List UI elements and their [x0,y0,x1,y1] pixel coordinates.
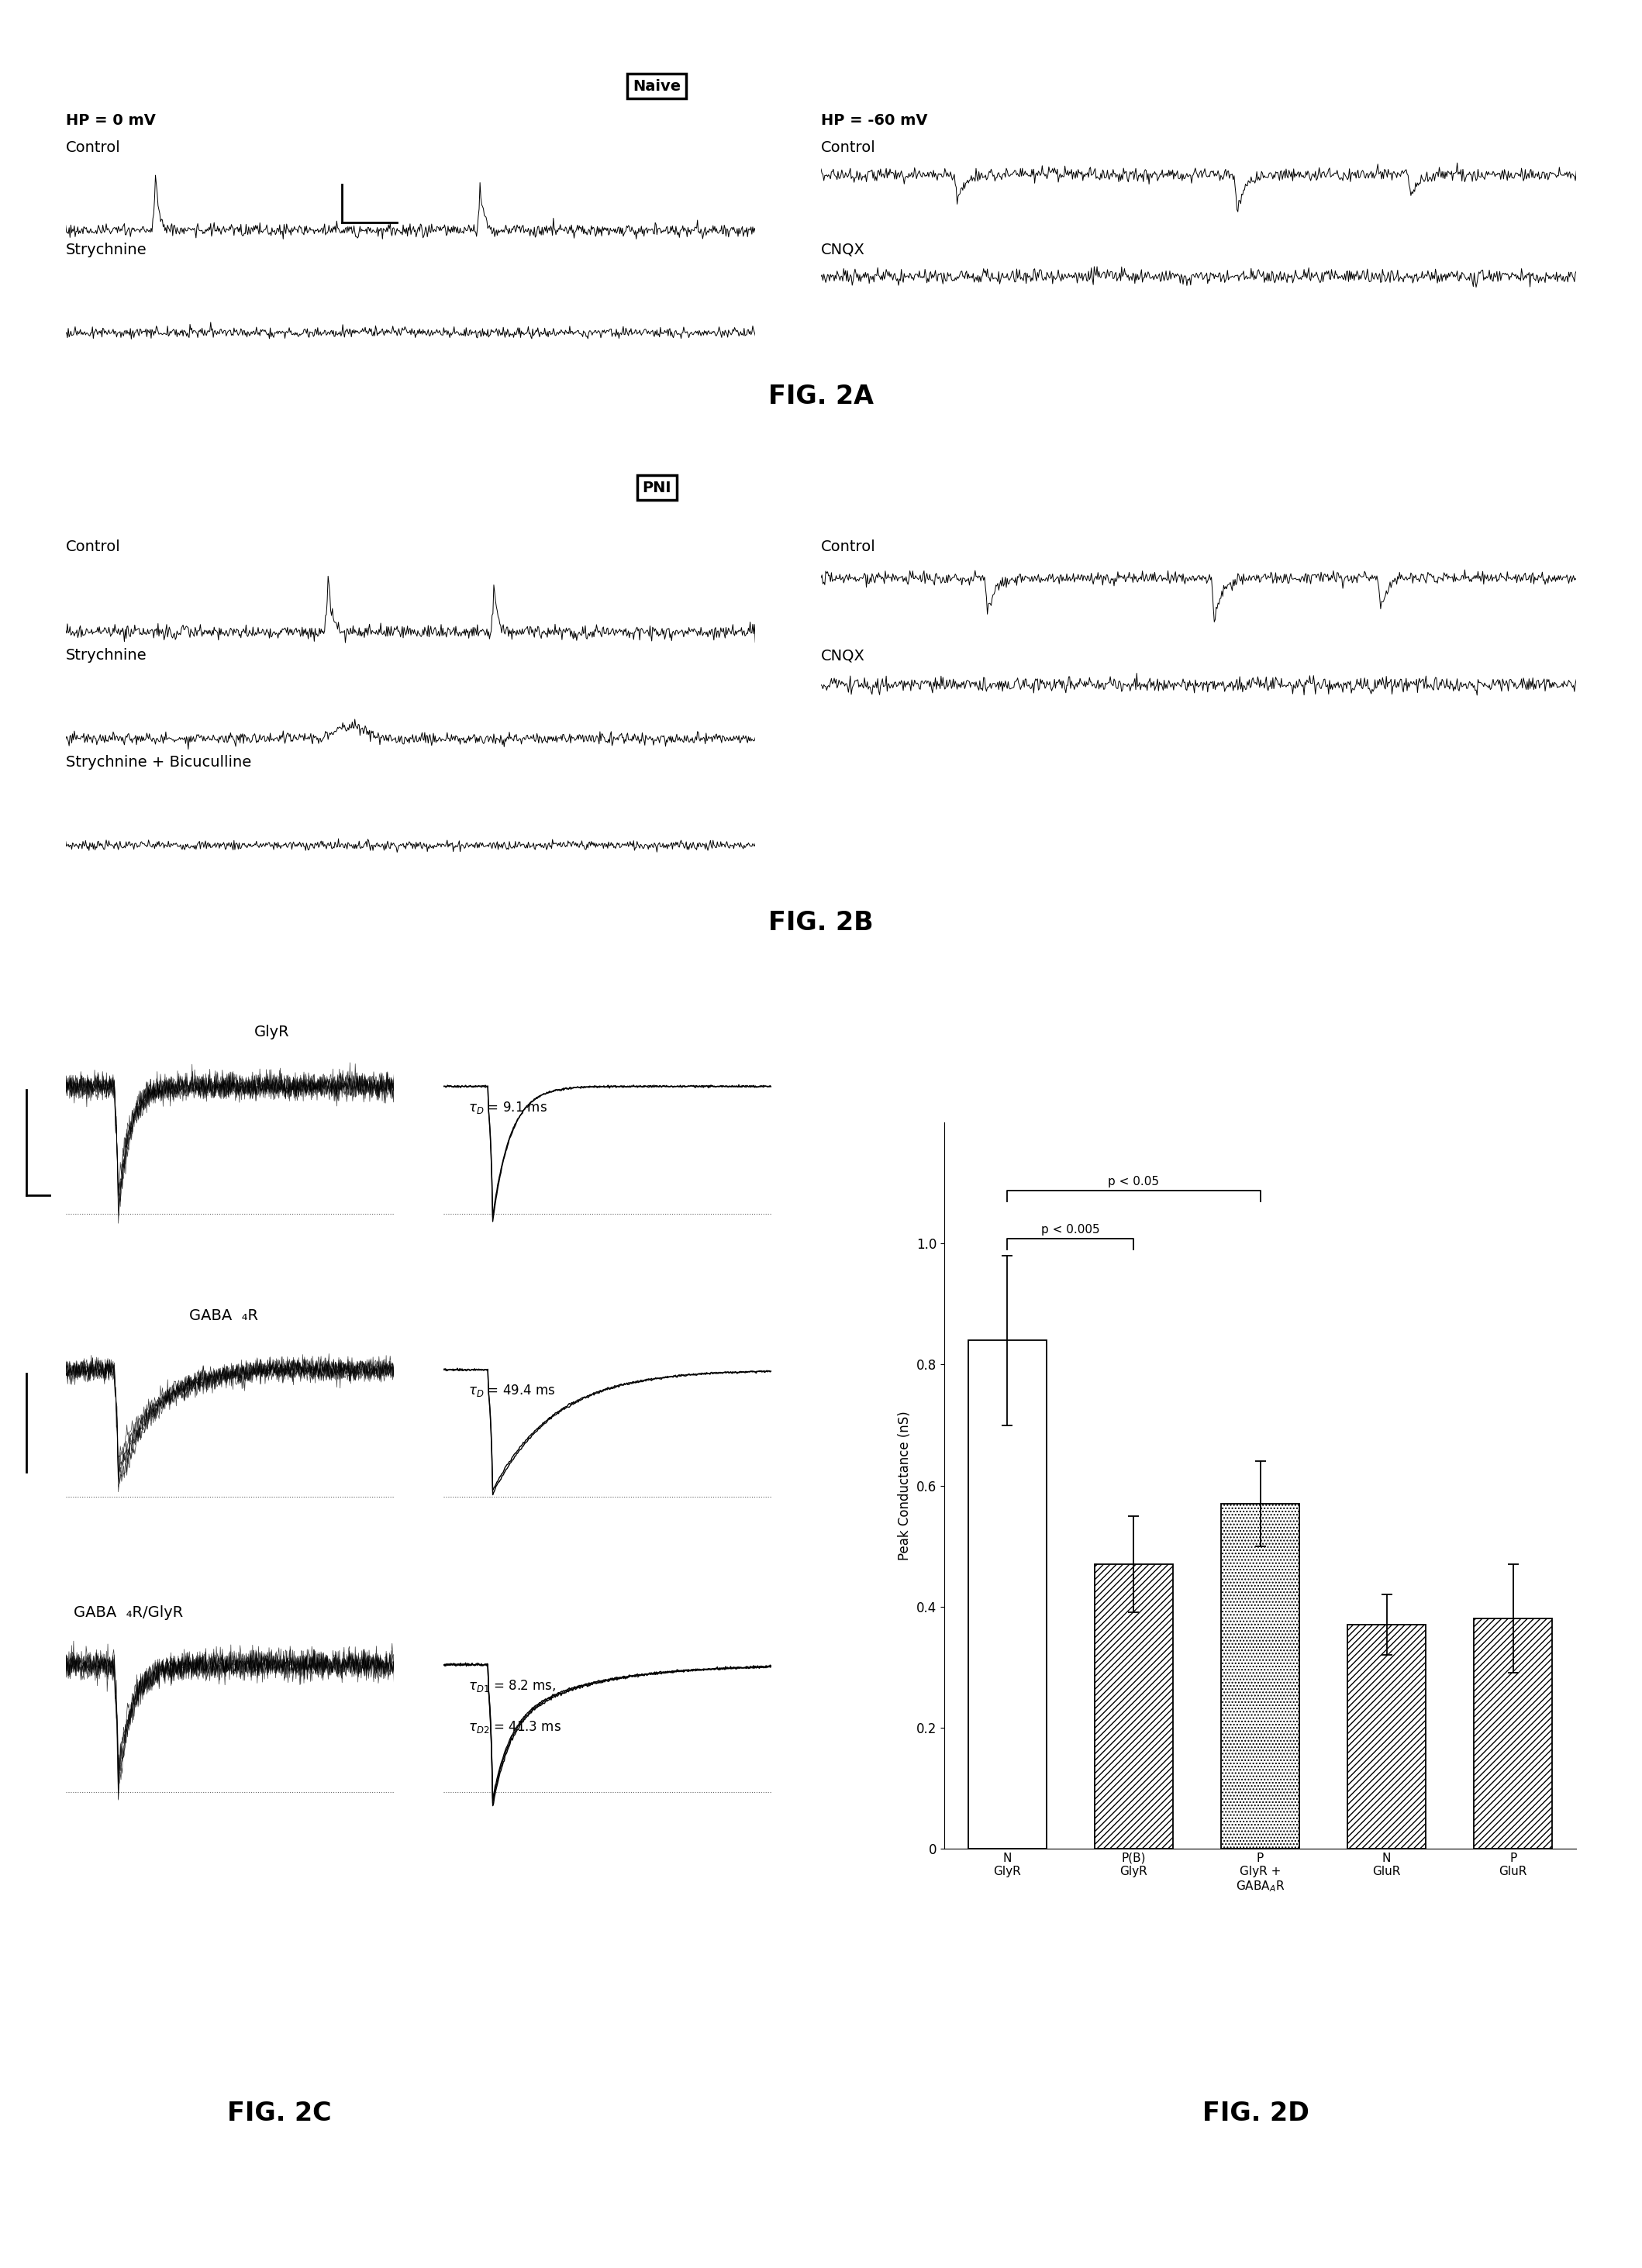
Text: GlyR: GlyR [255,1025,291,1039]
Text: Strychnine + Bicuculline: Strychnine + Bicuculline [66,755,251,769]
Text: HP = -60 mV: HP = -60 mV [821,113,928,127]
Bar [1095,1565,1172,1848]
Text: $\tau$$_{D2}$ = 41.3 ms: $\tau$$_{D2}$ = 41.3 ms [468,1719,562,1735]
Text: Control: Control [66,540,120,553]
Text: p < 0.05: p < 0.05 [1108,1175,1159,1188]
Bar [1222,1504,1299,1848]
Text: Strychnine: Strychnine [66,649,146,662]
Text: Control: Control [66,141,120,154]
Text: Naive: Naive [632,79,681,93]
Text: GABA  ₄R: GABA ₄R [189,1309,258,1322]
Bar [969,1340,1046,1848]
Text: Control: Control [821,141,875,154]
Text: PNI: PNI [642,481,672,494]
Text: CNQX: CNQX [821,649,865,662]
Text: GABA  ₄R/GlyR: GABA ₄R/GlyR [74,1606,184,1619]
Text: Strychnine: Strychnine [66,243,146,256]
Text: CNQX: CNQX [821,243,865,256]
Text: FIG. 2B: FIG. 2B [768,909,874,934]
Text: $\tau$$_D$ = 49.4 ms: $\tau$$_D$ = 49.4 ms [468,1383,555,1399]
Text: $\tau$$_{D1}$ = 8.2 ms,: $\tau$$_{D1}$ = 8.2 ms, [468,1678,555,1694]
Text: $\tau$$_D$ = 9.1 ms: $\tau$$_D$ = 9.1 ms [468,1100,547,1116]
Text: FIG. 2C: FIG. 2C [227,2100,332,2125]
Bar [1475,1619,1552,1848]
Text: FIG. 2D: FIG. 2D [1202,2100,1310,2125]
Y-axis label: Peak Conductance (nS): Peak Conductance (nS) [898,1411,911,1560]
Text: p < 0.005: p < 0.005 [1041,1225,1100,1236]
Text: HP = 0 mV: HP = 0 mV [66,113,156,127]
Bar [1348,1624,1425,1848]
Text: Control: Control [821,540,875,553]
Text: FIG. 2A: FIG. 2A [768,383,874,408]
